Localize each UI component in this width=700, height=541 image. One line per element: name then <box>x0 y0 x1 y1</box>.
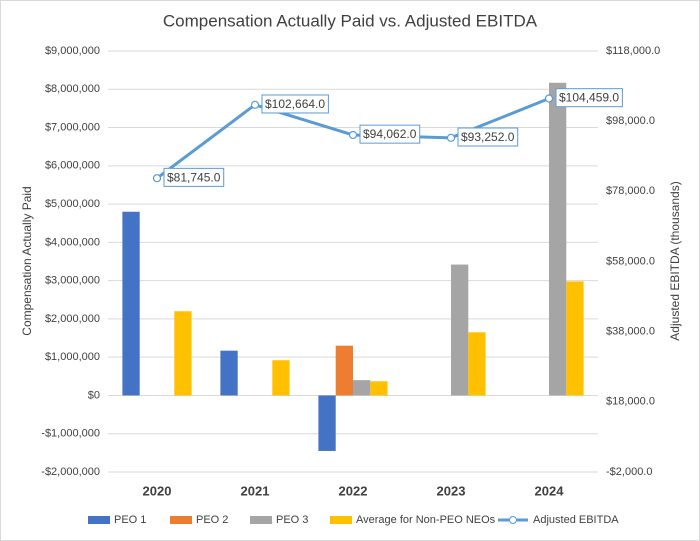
y-tick-label: $6,000,000 <box>45 160 100 172</box>
y2-tick-label: $58,000.0 <box>606 255 655 267</box>
data-label-box <box>457 127 519 147</box>
y-axis-title: Compensation Actually Paid <box>20 186 34 335</box>
y2-tick-label: $118,000.0 <box>606 45 660 57</box>
bar <box>370 381 388 396</box>
y-tick-label: $7,000,000 <box>45 121 100 133</box>
legend-label: Average for Non-PEO NEOs <box>356 514 496 526</box>
line-point <box>348 130 358 140</box>
data-label-text: $94,062.0 <box>363 127 417 141</box>
x-tick-label: 2021 <box>241 483 270 498</box>
bar <box>468 332 486 396</box>
line-point <box>446 133 456 142</box>
y2-tick-label: $38,000.0 <box>606 326 655 338</box>
x-tick-label: 2024 <box>535 483 565 498</box>
data-label-box <box>261 94 329 114</box>
y2-tick-label: $18,000.0 <box>606 396 655 408</box>
bar <box>318 395 336 451</box>
bar <box>272 360 290 396</box>
data-label: $81,745.0 <box>163 167 225 187</box>
line-point <box>250 100 260 109</box>
bar <box>174 311 192 396</box>
data-label-text: $102,664.0 <box>265 97 325 111</box>
x-tick-label: 2023 <box>437 483 466 498</box>
line-point <box>544 94 554 103</box>
data-label-text: $104,459.0 <box>559 91 619 105</box>
y-tick-label: -$1,000,000 <box>41 428 100 440</box>
legend-swatch-point <box>509 516 517 524</box>
legend-label: PEO 2 <box>196 514 228 526</box>
legend-swatch <box>170 516 192 524</box>
legend-swatch <box>250 516 272 524</box>
data-label: $102,664.0 <box>261 94 329 114</box>
y-tick-label: $0 <box>88 389 100 401</box>
y-tick-label: $8,000,000 <box>45 83 100 95</box>
y-tick-label: $4,000,000 <box>45 236 100 248</box>
bar <box>566 281 584 396</box>
data-label-box <box>359 124 421 144</box>
y-tick-label: $3,000,000 <box>45 275 100 287</box>
line-point <box>152 174 162 183</box>
data-label-box <box>163 167 225 187</box>
legend-label: PEO 3 <box>276 514 308 526</box>
bar <box>451 264 469 396</box>
x-tick-label: 2022 <box>339 483 368 498</box>
y2-axis-title: Adjusted EBITDA (thousands) <box>668 181 682 340</box>
y-tick-label: -$2,000,000 <box>41 466 100 478</box>
data-label-box <box>555 88 623 108</box>
y-tick-label: $5,000,000 <box>45 198 100 210</box>
bar <box>335 345 353 396</box>
bar <box>549 82 567 396</box>
data-label: $93,252.0 <box>457 127 519 147</box>
data-label: $94,062.0 <box>359 124 421 144</box>
bar <box>220 350 238 396</box>
chart-title: Compensation Actually Paid vs. Adjusted … <box>163 11 538 30</box>
bar <box>353 380 371 396</box>
y2-tick-label: -$2,000.0 <box>606 466 652 478</box>
x-tick-label: 2020 <box>143 483 172 498</box>
legend-swatch <box>88 516 110 524</box>
legend-label: PEO 1 <box>114 514 146 526</box>
y-tick-label: $9,000,000 <box>45 45 100 57</box>
y-tick-label: $2,000,000 <box>45 313 100 325</box>
legend-swatch <box>330 516 352 524</box>
data-label-text: $93,252.0 <box>461 130 515 144</box>
data-label: $104,459.0 <box>555 88 623 108</box>
data-label-text: $81,745.0 <box>167 170 221 184</box>
y2-tick-label: $98,000.0 <box>606 115 655 127</box>
y-tick-label: $1,000,000 <box>45 351 100 363</box>
legend-label: Adjusted EBITDA <box>533 514 619 526</box>
y2-tick-label: $78,000.0 <box>606 185 655 197</box>
bar <box>122 211 140 396</box>
